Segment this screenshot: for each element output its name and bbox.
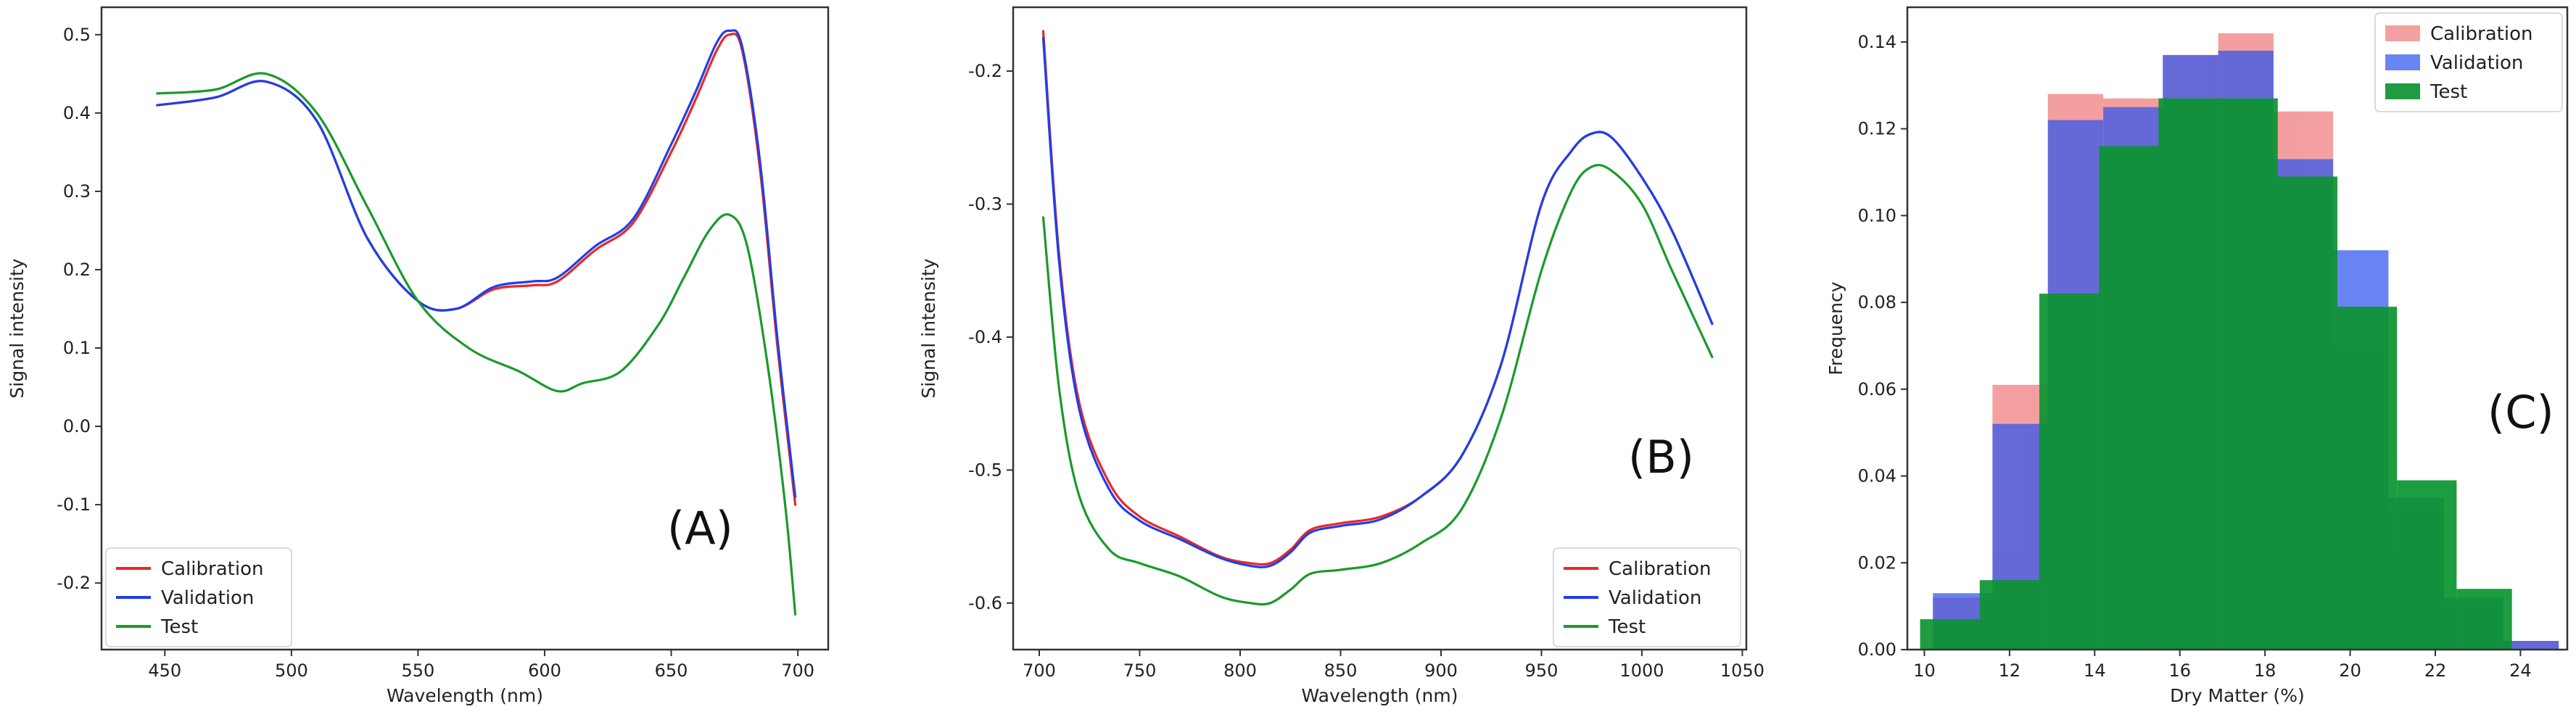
panel-label: (B) (1628, 431, 1694, 484)
legend-box (2374, 12, 2563, 112)
legend-label: Calibration (1609, 558, 1711, 580)
y-tick-label: 0.3 (63, 181, 91, 202)
plot-frame (1012, 6, 1748, 651)
legend-label: Validation (161, 587, 254, 609)
chart-panel-2: 700 750 800 850 900 950 1000 1050 -0.6 -0.5 -0.4 -0… (918, 6, 1764, 706)
series-line-calibration (156, 32, 797, 506)
y-tick-label: -0.4 (968, 327, 1002, 347)
series-line-calibration (1041, 30, 1714, 566)
x-tick-label: 750 (1123, 660, 1157, 681)
legend-swatch (2385, 83, 2420, 99)
legend: Calibration Validation Test (105, 547, 292, 647)
y-tick-label: -0.3 (968, 194, 1002, 214)
y-tick-label: -0.5 (968, 460, 1002, 480)
x-tick-label: 500 (275, 660, 308, 681)
x-tick-label: 12 (1999, 660, 2021, 681)
histogram-bar (2099, 146, 2159, 650)
legend-swatch (2385, 54, 2420, 70)
plot-frame (100, 6, 830, 651)
chart-panel-1: 450 500 550 600 650 700 -0.2 -0.1 0.0 0.1 0.2 0.3 0.… (7, 6, 830, 706)
x-tick-label: 650 (655, 660, 688, 681)
y-tick-label: 0.14 (1858, 32, 1896, 52)
histogram-bar (2397, 480, 2457, 650)
x-tick-label: 550 (402, 660, 435, 681)
legend-label: Calibration (2430, 23, 2532, 45)
chart-panel-3: 10 12 14 16 18 20 22 24 0.00 0.02 0.04 0.06 0.08 0.10… (1825, 6, 2569, 706)
x-tick-label: 22 (2424, 660, 2447, 681)
legend-label: Test (1608, 616, 1646, 638)
histogram-bar (2039, 294, 2100, 650)
x-tick-label: 1050 (1720, 660, 1764, 681)
y-tick-label: 0.12 (1858, 119, 1896, 139)
x-tick-label: 700 (781, 660, 814, 681)
histogram-bar (2158, 98, 2218, 650)
y-tick-label: 0.2 (63, 260, 91, 280)
y-tick-label: 0.4 (63, 103, 91, 123)
histogram-bar (1979, 580, 2039, 650)
histogram-bar (2277, 176, 2337, 650)
x-tick-label: 1000 (1619, 660, 1664, 681)
x-tick-label: 24 (2509, 660, 2532, 681)
y-tick-label: 0.02 (1858, 552, 1896, 573)
plot-frame (1906, 6, 2569, 651)
y-tick-label: 0.04 (1858, 466, 1896, 486)
legend-label: Test (2430, 81, 2467, 103)
y-tick-label: -0.2 (57, 573, 91, 593)
histogram-series-test (1920, 98, 2512, 650)
series-line-test (156, 72, 797, 616)
y-tick-label: 0.1 (63, 338, 91, 358)
y-tick-label: -0.1 (57, 494, 91, 515)
x-axis-label: Wavelength (nm) (387, 685, 543, 706)
x-tick-label: 20 (2339, 660, 2361, 681)
panel-label: (C) (2488, 386, 2554, 439)
x-tick-label: 14 (2084, 660, 2106, 681)
histogram-bar (2337, 307, 2398, 650)
legend: Calibration Validation Test (1553, 547, 1741, 647)
x-tick-label: 600 (528, 660, 561, 681)
legend: Calibration Validation Test (2374, 12, 2563, 112)
histogram-bar (2456, 589, 2512, 650)
y-axis-label: Frequency (1825, 281, 1846, 375)
legend-label: Test (160, 616, 198, 638)
y-tick-label: 0.00 (1858, 639, 1896, 660)
x-tick-label: 18 (2254, 660, 2276, 681)
legend-label: Calibration (161, 558, 263, 580)
legend-box (105, 547, 292, 647)
x-tick-label: 900 (1424, 660, 1458, 681)
x-tick-label: 450 (148, 660, 181, 681)
x-tick-label: 700 (1023, 660, 1056, 681)
y-axis-label: Signal intensity (7, 258, 28, 398)
x-tick-label: 16 (2168, 660, 2191, 681)
y-tick-label: 0.10 (1858, 205, 1896, 225)
y-tick-label: 0.0 (63, 416, 91, 436)
series-line-test (1041, 163, 1714, 606)
y-axis-label: Signal intensity (918, 258, 939, 398)
series-line-validation (156, 29, 797, 498)
y-tick-label: 0.5 (63, 25, 91, 45)
panel-label: (A) (667, 502, 733, 555)
histogram-bar (2218, 98, 2278, 650)
x-tick-label: 850 (1324, 660, 1358, 681)
y-tick-label: 0.08 (1858, 292, 1896, 312)
y-tick-label: 0.06 (1858, 379, 1896, 399)
x-axis-label: Wavelength (nm) (1302, 685, 1458, 706)
histogram-bar (1920, 619, 1980, 650)
x-tick-label: 800 (1223, 660, 1257, 681)
x-axis-label: Dry Matter (%) (2170, 685, 2305, 706)
x-tick-label: 950 (1525, 660, 1559, 681)
legend-swatch (2385, 25, 2420, 41)
histogram-bar (2503, 641, 2559, 650)
legend-label: Validation (2430, 52, 2523, 74)
x-tick-label: 10 (1913, 660, 1936, 681)
y-tick-label: -0.6 (968, 593, 1002, 613)
legend-box (1553, 547, 1741, 647)
series-line-validation (1041, 36, 1714, 568)
legend-label: Validation (1609, 587, 1701, 609)
y-tick-label: -0.2 (968, 61, 1002, 81)
